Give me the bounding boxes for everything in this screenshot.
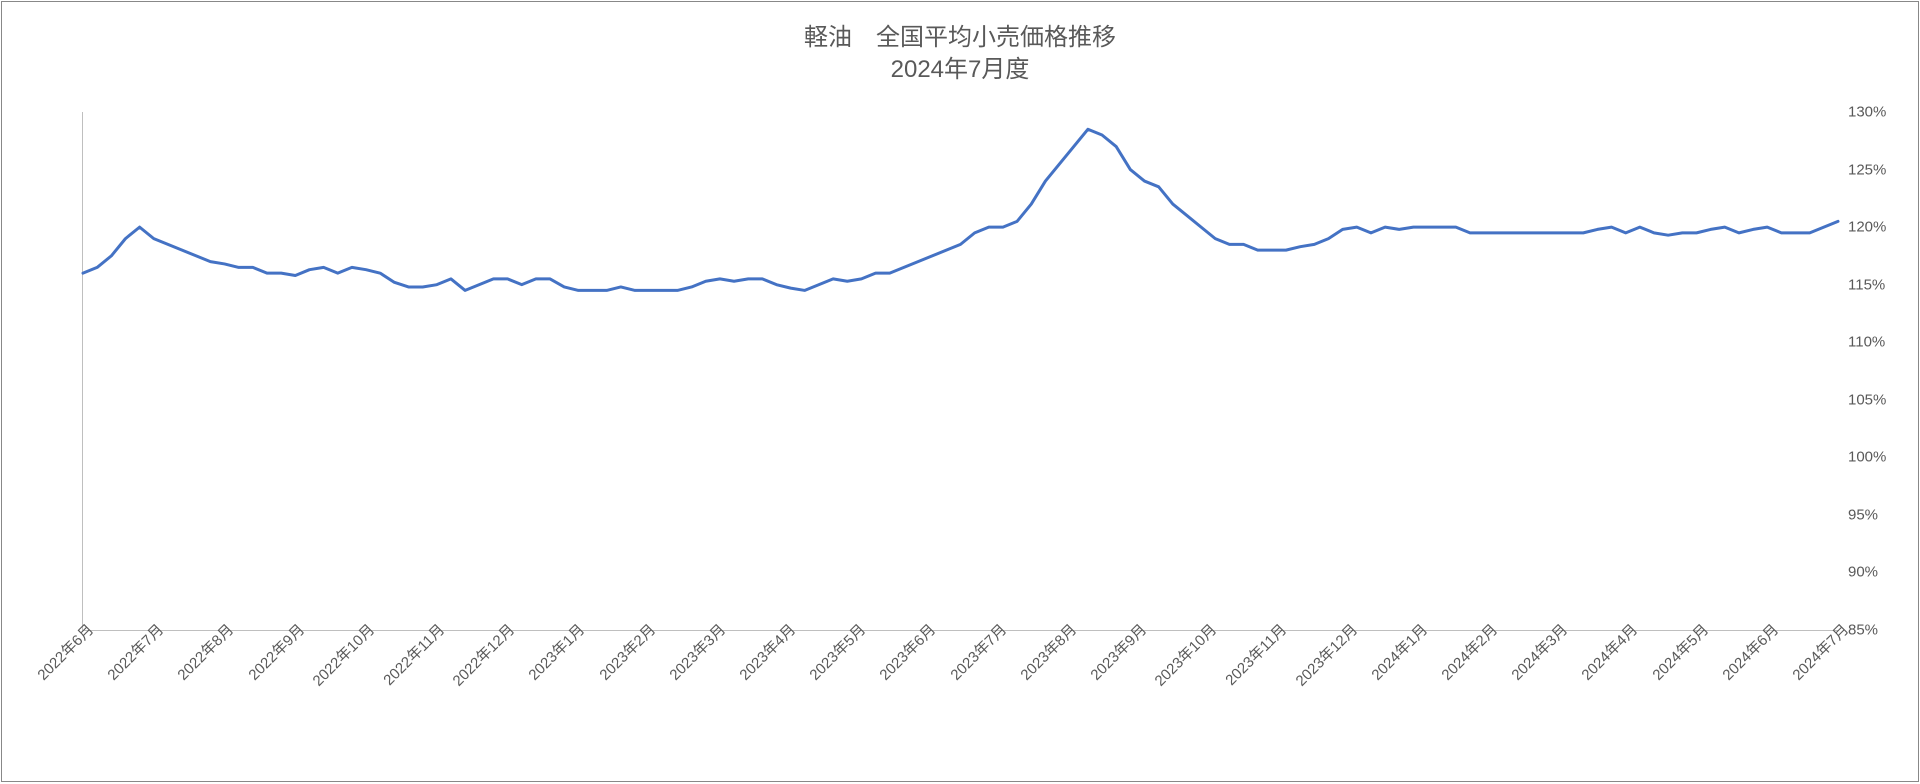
chart-title-line1: 軽油 全国平均小売価格推移 bbox=[2, 22, 1918, 54]
y-tick-label: 105% bbox=[1848, 391, 1903, 408]
y-tick-label: 120% bbox=[1848, 219, 1903, 236]
chart-title-line2: 2024年7月度 bbox=[2, 54, 1918, 86]
y-tick-label: 85% bbox=[1848, 622, 1903, 639]
y-tick-label: 115% bbox=[1848, 276, 1903, 293]
plot-area: 85%90%95%100%105%110%115%120%125%130%202… bbox=[82, 112, 1838, 631]
x-tick-label: 2022年6月 bbox=[32, 619, 98, 685]
y-tick-label: 95% bbox=[1848, 506, 1903, 523]
y-tick-label: 130% bbox=[1848, 104, 1903, 121]
chart-title: 軽油 全国平均小売価格推移 2024年7月度 bbox=[2, 2, 1918, 87]
y-tick-label: 100% bbox=[1848, 449, 1903, 466]
chart-container: 軽油 全国平均小売価格推移 2024年7月度 85%90%95%100%105%… bbox=[1, 1, 1919, 782]
price-line bbox=[83, 129, 1838, 290]
y-tick-label: 110% bbox=[1848, 334, 1903, 351]
y-tick-label: 90% bbox=[1848, 564, 1903, 581]
line-series bbox=[83, 112, 1838, 630]
y-tick-label: 125% bbox=[1848, 161, 1903, 178]
